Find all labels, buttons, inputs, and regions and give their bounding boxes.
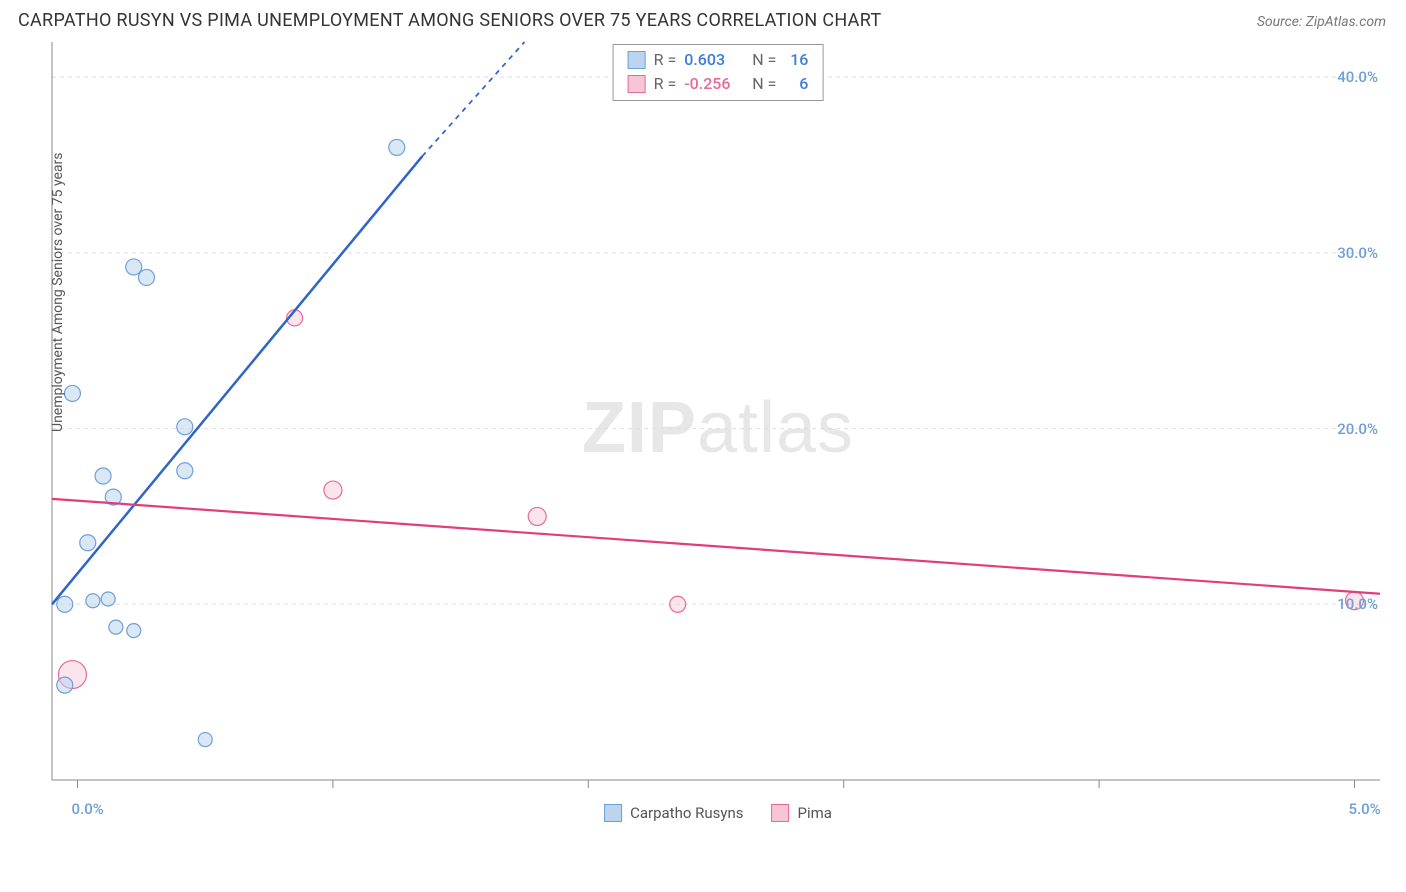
data-point	[528, 507, 546, 525]
source-attribution: Source: ZipAtlas.com	[1257, 14, 1386, 30]
data-point	[109, 620, 123, 634]
data-point	[324, 481, 342, 499]
n-label: N =	[752, 48, 776, 72]
r-value: 0.603	[684, 48, 744, 72]
data-point	[95, 468, 111, 484]
data-point	[198, 733, 212, 747]
y-tick-label: 20.0%	[1337, 420, 1378, 438]
x-tick-label: 5.0%	[1348, 800, 1380, 818]
correlation-stats-box: R = 0.603 N = 16 R = -0.256 N = 6	[613, 44, 824, 101]
legend-swatch-icon	[628, 51, 646, 69]
regression-line	[52, 499, 1380, 594]
legend-swatch-icon	[628, 75, 646, 93]
data-point	[127, 624, 141, 638]
stats-row: R = -0.256 N = 6	[628, 72, 809, 96]
y-tick-label: 40.0%	[1337, 68, 1378, 86]
n-value: 6	[784, 72, 808, 96]
n-value: 16	[784, 48, 808, 72]
r-label: R =	[654, 48, 677, 72]
y-axis-label: Unemployment Among Seniors over 75 years	[50, 153, 66, 433]
data-point	[389, 139, 405, 155]
data-point	[177, 419, 193, 435]
y-tick-label: 30.0%	[1337, 244, 1378, 262]
r-value: -0.256	[684, 72, 744, 96]
data-point	[126, 259, 142, 275]
y-tick-label: 10.0%	[1337, 595, 1378, 613]
r-label: R =	[654, 72, 677, 96]
data-point	[177, 463, 193, 479]
legend-item: Carpatho Rusyns	[604, 804, 743, 822]
chart-title: CARPATHO RUSYN VS PIMA UNEMPLOYMENT AMON…	[18, 10, 881, 31]
legend-item: Pima	[771, 804, 831, 822]
data-point	[80, 535, 96, 551]
legend-label: Carpatho Rusyns	[630, 804, 743, 822]
n-label: N =	[752, 72, 776, 96]
scatter-plot	[50, 42, 1386, 822]
legend-swatch-icon	[604, 804, 622, 822]
chart-frame: ZIPatlas Unemployment Among Seniors over…	[50, 42, 1386, 822]
data-point	[57, 677, 73, 693]
data-point	[64, 385, 80, 401]
series-legend: Carpatho Rusyns Pima	[604, 804, 832, 822]
data-point	[670, 596, 686, 612]
x-tick-label: 0.0%	[72, 800, 104, 818]
data-point	[138, 269, 154, 285]
regression-line	[52, 156, 422, 604]
legend-label: Pima	[797, 804, 831, 822]
stats-row: R = 0.603 N = 16	[628, 48, 809, 72]
data-point	[101, 592, 115, 606]
data-point	[57, 596, 73, 612]
regression-line-extension	[422, 42, 524, 156]
legend-swatch-icon	[771, 804, 789, 822]
data-point	[86, 594, 100, 608]
